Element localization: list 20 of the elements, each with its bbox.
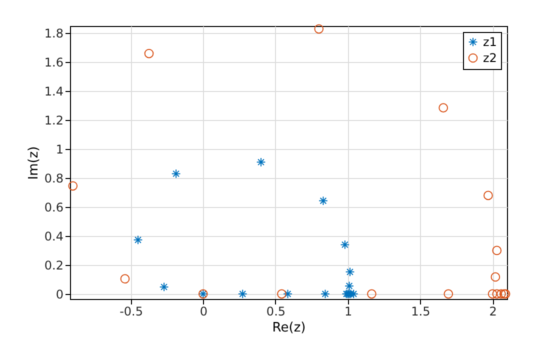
x-axis-title: Re(z) bbox=[272, 320, 306, 336]
y-tick-label: 1.6 bbox=[44, 56, 64, 70]
legend-label: z2 bbox=[483, 51, 497, 65]
y-tick-label: 1.8 bbox=[44, 26, 64, 41]
y-tick-label: 0.2 bbox=[44, 258, 64, 272]
x-tick-label: 0 bbox=[200, 304, 208, 318]
x-tick-label: 0.5 bbox=[266, 304, 286, 318]
y-axis-title: Im(z) bbox=[26, 146, 42, 180]
y-tick-label: 1.2 bbox=[44, 114, 64, 128]
x-tick-label: -0.5 bbox=[120, 304, 143, 318]
y-tick-label: 1.4 bbox=[44, 84, 64, 99]
y-tick-label: 0.4 bbox=[44, 230, 64, 244]
legend-label: z1 bbox=[483, 35, 497, 49]
x-tick-label: 1.5 bbox=[411, 304, 430, 318]
y-tick-label: 1 bbox=[56, 142, 64, 157]
y-tick-label: 0 bbox=[56, 287, 64, 302]
x-tick-label: 1 bbox=[344, 304, 352, 318]
x-tick-label: 2 bbox=[489, 304, 497, 318]
y-tick-label: 0.6 bbox=[44, 200, 64, 215]
y-tick-label: 0.8 bbox=[44, 172, 64, 186]
